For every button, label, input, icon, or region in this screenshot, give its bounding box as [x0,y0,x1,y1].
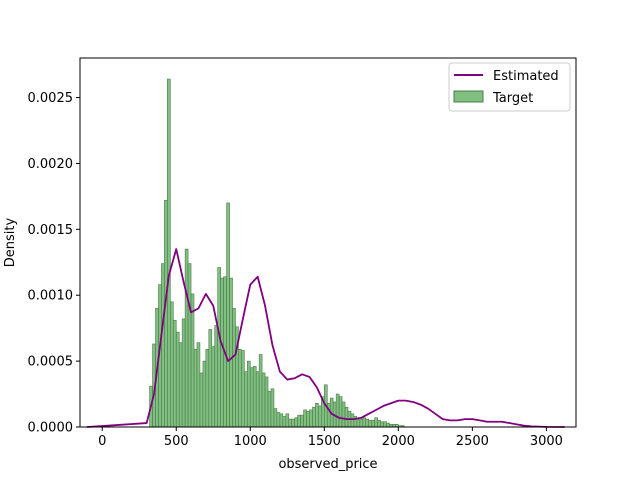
histogram-bar [167,78,171,428]
x-tick-label: 3000 [530,434,563,449]
histogram-bar [386,422,390,428]
histogram-bar [217,267,221,428]
kde-line-estimated [86,248,566,428]
histogram-bar [261,372,266,428]
histogram-bar [344,406,349,428]
histogram-bar [214,325,218,428]
histogram-bar [297,414,301,428]
y-tick-label: 0.0005 [28,355,74,370]
histogram-bar [288,418,293,428]
histogram-bar [172,319,177,428]
histogram-bar [285,413,290,428]
histogram-bar [270,388,275,428]
histogram-bar [291,418,295,428]
histogram-bar [335,393,340,428]
histogram-bar [359,418,364,428]
x-tick-label: 0 [98,434,106,449]
histogram-bar [208,329,213,428]
histogram-bar [199,372,204,428]
y-tick-label: 0.0010 [28,289,74,304]
histogram-bar [255,371,260,428]
histogram-bar [220,277,224,428]
histogram-bar [238,348,242,428]
histogram-bar [315,402,319,428]
histogram-bar [184,248,189,428]
y-tick-label: 0.0025 [28,91,74,106]
histogram-bar [276,412,281,428]
histogram-bar [226,202,230,428]
histogram-bar [377,420,381,428]
x-tick-label: 500 [164,434,189,449]
x-tick-label: 1000 [234,434,267,449]
histogram-bar [264,376,269,428]
histogram-bar [196,342,201,428]
histogram-bar [356,418,361,428]
x-tick-label: 1500 [308,434,341,449]
histogram-bar [338,396,343,428]
histogram-bar [273,408,278,428]
y-axis-label: Density [3,217,18,267]
histogram-bar [312,406,316,428]
legend-label-target: Target [492,91,533,106]
legend-swatch-target [453,90,484,103]
histogram-bar [258,354,263,428]
x-tick-label: 2500 [456,434,489,449]
histogram-bar [374,417,378,428]
histogram-bar [190,293,195,428]
histogram-bar [306,410,310,428]
histogram-bar [249,367,254,428]
histogram-bar [193,348,198,428]
histogram-bar [178,342,183,428]
histogram-bar [279,413,284,428]
plot-frame [79,57,577,428]
histogram-bar [368,420,372,428]
histogram-bar [383,421,387,428]
histogram-bar [202,360,207,428]
histogram-bar [294,417,298,428]
histogram-bar [362,417,367,428]
histogram-bar [365,418,370,428]
histogram-bar [170,301,174,428]
histogram-bar [247,360,251,428]
x-axis-label: observed_price [278,457,377,472]
histogram-bar [187,263,192,428]
histogram-bar [300,414,304,428]
histogram-bar [232,308,236,428]
legend-label-estimated: Estimated [493,69,559,84]
kde-curve-group [86,248,566,428]
y-tick-label: 0.0000 [28,421,74,436]
histogram-bar [309,409,313,428]
histogram-bar [161,263,165,428]
histogram-bar [341,401,346,428]
histogram-bar [211,346,216,428]
x-axis: 0 500 1000 1500 2000 2500 3000 [98,427,563,449]
histogram-bar [267,391,272,428]
y-tick-label: 0.0020 [28,157,74,172]
histogram-bar [175,331,180,428]
y-axis: 0.0000 0.0005 0.0010 0.0015 0.0020 0.0025 [28,91,80,436]
y-tick-label: 0.0015 [28,223,74,238]
histogram-bar [282,416,287,428]
histogram-bar [244,371,248,428]
x-tick-label: 2000 [382,434,415,449]
histogram-bar [252,366,257,428]
histogram-bar [350,413,355,428]
histogram-bar [318,405,322,428]
histogram-bar [371,420,375,428]
legend: Estimated Target [448,62,571,112]
histogram-bar [241,350,245,428]
histogram-bar [229,277,233,428]
histogram-bar [205,348,210,428]
histogram-bar [303,409,307,428]
histogram-bar [181,318,186,428]
histogram-bar [380,421,384,428]
